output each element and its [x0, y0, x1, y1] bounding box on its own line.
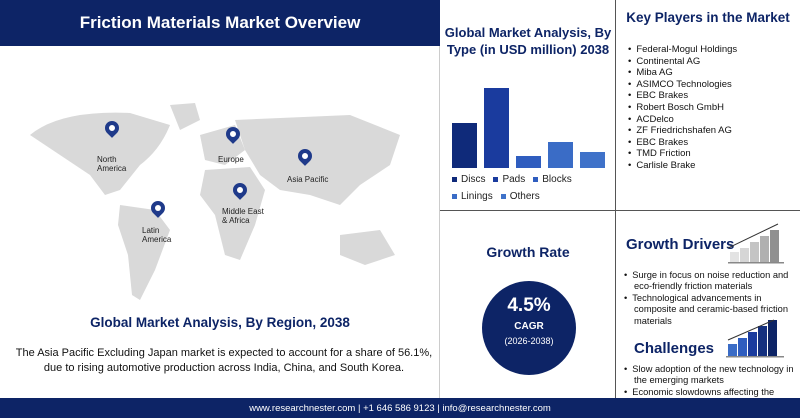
legend-item: Blocks — [533, 174, 572, 185]
australia-shape — [340, 230, 395, 265]
world-map — [30, 103, 400, 300]
list-item: Surge in focus on noise reduction and ec… — [624, 270, 799, 293]
legend-label: Linings — [461, 191, 493, 202]
list-item: EBC Brakes — [628, 137, 737, 149]
list-item: TMD Friction — [628, 148, 737, 160]
legend-item: Others — [500, 191, 540, 202]
cagr-value: 4.5% — [507, 295, 551, 316]
region-panel: Friction Materials Market Overview North… — [0, 0, 440, 398]
growth-drivers-title: Growth Drivers — [626, 236, 735, 253]
legend-swatch — [533, 176, 539, 182]
list-item: ZF Friedrichshafen AG — [628, 125, 737, 137]
type-chart-panel: Global Market Analysis, By Type (in USD … — [440, 0, 616, 398]
region-title: Global Market Analysis, By Region, 2038 — [90, 315, 350, 330]
divider — [440, 210, 800, 211]
region-description: The Asia Pacific Excluding Japan market … — [15, 347, 433, 374]
chart-title: Global Market Analysis, By Type (in USD … — [444, 25, 612, 57]
legend-item: Pads — [493, 174, 525, 185]
map-region-label: Middle East & Africa — [222, 207, 264, 225]
bar-blocks — [516, 156, 541, 168]
legend-swatch — [452, 176, 457, 182]
legend-item: Linings — [452, 191, 493, 202]
bar-pads — [484, 88, 509, 168]
map-region-label: Latin America — [142, 226, 172, 244]
legend-label: Others — [509, 191, 540, 202]
list-item: Robert Bosch GmbH — [628, 102, 737, 114]
footer-contact: www.researchnester.com | +1 646 586 9123… — [0, 398, 800, 418]
list-item: EBC Brakes — [628, 90, 737, 102]
map-region-label: Asia Pacific — [287, 175, 329, 184]
north-america-shape — [30, 112, 170, 195]
bar-discs — [452, 123, 477, 168]
greenland-shape — [170, 103, 200, 130]
asia-shape — [235, 115, 400, 205]
list-item: ACDelco — [628, 114, 737, 126]
rising-chart-icon — [728, 223, 784, 264]
bar-chart — [452, 88, 605, 168]
map-region-label: North America — [97, 155, 127, 173]
list-item: Technological advancements in composite … — [624, 293, 799, 327]
cagr-circle: 4.5% CAGR (2026-2038) — [482, 281, 576, 375]
players-panel: Key Players in the Market Federal-Mogul … — [616, 0, 800, 408]
africa-shape — [200, 167, 265, 260]
bar-linings — [548, 142, 573, 168]
list-item: Miba AG — [628, 67, 737, 79]
list-item: Continental AG — [628, 56, 737, 68]
challenges-title: Challenges — [634, 340, 715, 357]
legend-item: Discs — [452, 174, 485, 185]
south-america-shape — [118, 205, 170, 300]
page-title: Friction Materials Market Overview — [0, 0, 440, 46]
key-players-list: Federal-Mogul HoldingsContinental AGMiba… — [628, 44, 737, 172]
chart-legend: Discs Pads Blocks Linings Others — [452, 174, 612, 208]
list-item: Slow adoption of the new technology in t… — [624, 364, 799, 387]
cagr-period: (2026-2038) — [504, 336, 554, 346]
list-item: Carlisle Brake — [628, 160, 737, 172]
cagr-label: CAGR — [514, 321, 544, 332]
growth-drivers-list: Surge in focus on noise reduction and ec… — [624, 270, 799, 327]
key-players-title: Key Players in the Market — [626, 10, 790, 25]
map-region-label: Europe — [218, 155, 244, 164]
legend-swatch — [500, 193, 506, 199]
bar-others — [580, 152, 605, 168]
list-item: Federal-Mogul Holdings — [628, 44, 737, 56]
legend-swatch — [493, 176, 499, 182]
legend-label: Pads — [502, 174, 526, 185]
declining-chart-icon — [726, 319, 784, 358]
list-item: ASIMCO Technologies — [628, 79, 737, 91]
growth-rate-title: Growth Rate — [486, 244, 570, 260]
legend-label: Blocks — [542, 174, 572, 185]
legend-label: Discs — [461, 174, 486, 185]
legend-swatch — [452, 193, 457, 199]
